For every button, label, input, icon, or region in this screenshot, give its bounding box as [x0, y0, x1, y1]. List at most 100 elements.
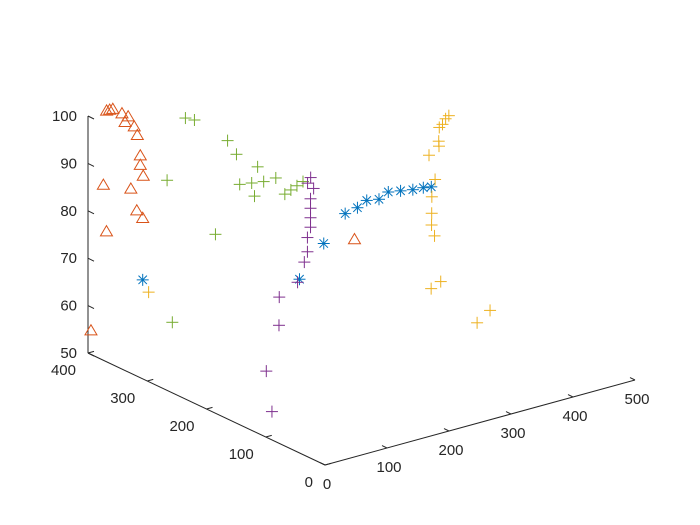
data-point-plus	[230, 148, 243, 161]
data-point-plus	[273, 291, 286, 304]
data-point-plus	[188, 114, 201, 126]
data-point-plus	[425, 207, 438, 220]
x-tick-mark	[505, 411, 512, 415]
data-point-asterisk	[425, 180, 438, 193]
data-point-plus	[269, 171, 282, 184]
data-point-triangle	[102, 103, 117, 115]
data-point-plus	[284, 183, 297, 196]
data-point-plus	[161, 174, 174, 187]
data-point-plus	[291, 276, 304, 289]
z-tick-mark	[87, 352, 95, 357]
data-point-plus	[425, 219, 438, 231]
x-tick-label: 500	[624, 391, 649, 408]
data-point-plus	[290, 179, 303, 192]
series-1	[84, 102, 362, 336]
x-tick-label: 400	[562, 408, 587, 425]
x-tick-label: 200	[438, 442, 463, 459]
data-point-plus	[248, 190, 261, 203]
data-point-triangle	[96, 178, 111, 190]
series-4	[260, 171, 320, 418]
data-point-triangle	[129, 203, 144, 216]
data-point-triangle	[130, 128, 145, 141]
data-point-plus	[166, 316, 179, 329]
y-tick-label: 100	[229, 446, 254, 463]
z-tick-mark	[87, 305, 95, 310]
data-point-plus	[425, 190, 438, 203]
tick-marks	[87, 115, 636, 466]
y-tick-label: 200	[169, 418, 194, 435]
data-point-plus	[257, 175, 270, 188]
data-point-triangle	[123, 181, 138, 194]
data-point-asterisk	[339, 207, 352, 220]
data-point-plus	[484, 304, 497, 317]
data-point-plus	[233, 178, 246, 191]
x-tick-mark	[629, 377, 636, 381]
data-point-triangle	[347, 232, 362, 245]
z-tick-label: 70	[60, 250, 77, 267]
y-tick-label: 400	[51, 362, 76, 379]
z-tick-mark	[87, 210, 95, 215]
data-point-plus	[304, 192, 317, 205]
data-point-plus	[423, 149, 436, 162]
z-tick-mark	[87, 257, 95, 262]
data-point-plus	[304, 221, 317, 234]
data-point-triangle	[133, 158, 148, 170]
data-point-plus	[471, 316, 484, 329]
z-tick-label: 60	[60, 298, 77, 315]
data-point-plus	[307, 182, 320, 195]
data-point-plus	[272, 319, 285, 332]
data-point-triangle	[99, 103, 114, 116]
data-point-asterisk	[317, 237, 330, 250]
x-tick-label: 100	[376, 459, 401, 476]
data-point-triangle	[135, 211, 150, 223]
series-2	[142, 109, 497, 329]
data-point-plus	[301, 245, 314, 258]
data-point-asterisk	[373, 193, 385, 206]
x-tick-mark	[381, 445, 388, 449]
data-point-asterisk	[351, 201, 364, 214]
data-point-plus	[301, 177, 314, 190]
data-point-plus	[433, 121, 446, 134]
data-point-plus	[439, 112, 452, 125]
data-point-plus	[434, 275, 447, 288]
data-point-plus	[429, 173, 442, 186]
data-point-asterisk	[406, 183, 419, 196]
x-axis-line	[324, 379, 636, 466]
tick-labels: 0100200300400500010020030040050607080901…	[51, 108, 650, 493]
y-tick-mark	[206, 406, 213, 410]
data-point-triangle	[127, 119, 142, 132]
y-tick-mark	[147, 378, 154, 382]
data-point-triangle	[84, 323, 98, 336]
data-point-plus	[209, 228, 222, 241]
data-point-asterisk	[136, 273, 149, 286]
data-point-plus	[221, 134, 234, 147]
data-point-plus	[142, 286, 155, 299]
data-point-plus	[245, 176, 258, 189]
data-point-asterisk	[394, 184, 407, 197]
data-point-plus	[278, 188, 291, 201]
z-tick-label: 100	[52, 108, 77, 125]
data-point-plus	[442, 109, 455, 122]
y-tick-label: 300	[110, 390, 135, 407]
series-3	[161, 112, 310, 329]
data-point-triangle	[105, 102, 120, 114]
y-tick-label: 0	[305, 474, 313, 491]
data-point-triangle	[99, 224, 114, 237]
y-tick-mark	[87, 350, 95, 354]
z-tick-label: 50	[60, 345, 77, 362]
data-point-asterisk	[293, 273, 306, 286]
data-point-plus	[251, 160, 264, 173]
data-point-plus	[425, 282, 438, 295]
data-point-triangle	[121, 109, 136, 122]
data-points	[84, 102, 497, 418]
data-point-triangle	[136, 169, 151, 181]
x-tick-mark	[443, 428, 450, 432]
data-point-plus	[433, 140, 445, 153]
data-point-asterisk	[417, 181, 430, 194]
x-tick-mark	[567, 394, 574, 398]
z-tick-mark	[87, 162, 95, 167]
x-tick-label: 300	[500, 425, 525, 442]
data-point-plus	[304, 171, 317, 184]
data-point-plus	[265, 405, 278, 418]
data-point-plus	[436, 118, 449, 131]
